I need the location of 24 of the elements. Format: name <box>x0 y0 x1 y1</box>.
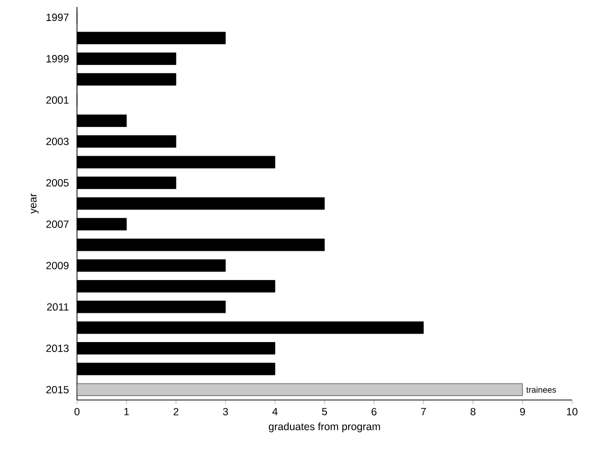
x-tick-label: 4 <box>272 408 278 416</box>
y-tick-label: 2001 <box>46 96 69 104</box>
y-tick-label: 2007 <box>46 220 69 228</box>
y-tick-label: 2011 <box>47 303 69 311</box>
x-tick-label: 10 <box>566 408 578 416</box>
y-tick-label: 1999 <box>46 55 69 62</box>
x-axis-title: graduates from program <box>268 422 380 432</box>
x-tick-label: 2 <box>174 408 178 416</box>
y-tick-label: 2013 <box>46 344 69 352</box>
y-tick-label: 1997 <box>46 14 69 22</box>
x-tick-label: 8 <box>470 408 476 416</box>
x-tick-label: 5 <box>322 408 327 416</box>
y-axis-title: year <box>30 194 39 214</box>
x-tick-label: 7 <box>421 408 426 416</box>
y-tick-label: 2015 <box>46 386 69 394</box>
annotation: trainees <box>526 386 556 393</box>
y-tick-label: 2005 <box>46 179 69 187</box>
y-tick-label: 2003 <box>46 138 69 146</box>
y-tick-label: 2009 <box>46 262 69 270</box>
x-tick-label: 6 <box>372 408 376 416</box>
x-tick-label: 0 <box>74 408 80 416</box>
x-tick-label: 9 <box>520 408 525 416</box>
x-tick-label: 3 <box>222 408 228 416</box>
x-tick-label: 1 <box>124 408 129 416</box>
